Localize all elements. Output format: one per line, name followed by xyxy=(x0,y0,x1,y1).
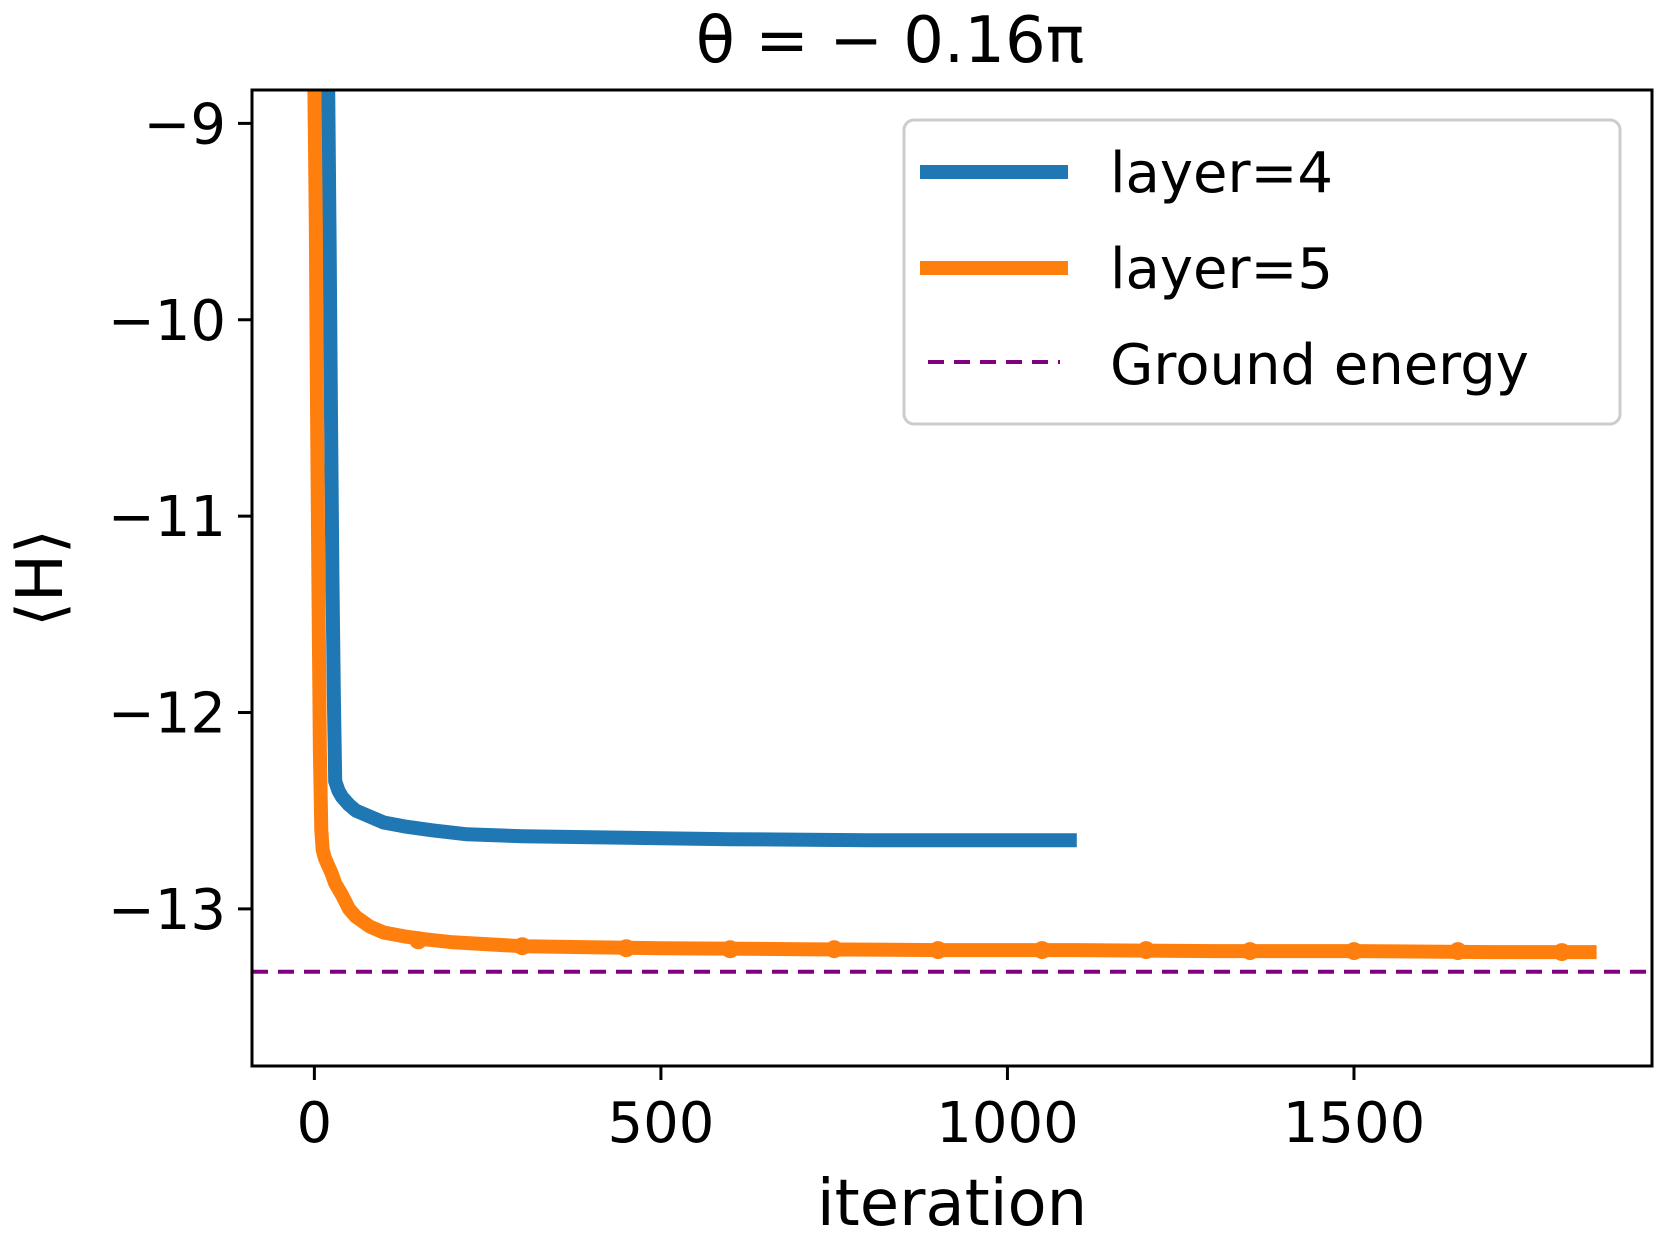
legend: layer=4 layer=5 Ground energy xyxy=(902,118,1622,426)
axis-ticks: 0 500 1000 1500 −9 −10 −11 −12 −13 xyxy=(108,92,1425,1156)
x-tick-label: 0 xyxy=(297,1091,333,1156)
legend-label-layer-4: layer=4 xyxy=(1110,141,1333,206)
y-tick-label: −9 xyxy=(143,92,226,157)
series-marker xyxy=(1552,943,1571,962)
series-marker xyxy=(409,931,428,950)
axes-frame xyxy=(250,88,1654,1068)
series-marker xyxy=(1137,941,1156,960)
series-marker xyxy=(1448,942,1467,961)
legend-box xyxy=(902,118,1622,426)
series-marker xyxy=(1241,942,1259,961)
y-tick-label: −10 xyxy=(108,289,226,354)
series-marker xyxy=(721,940,740,959)
y-axis-label: ⟨H⟩ xyxy=(4,529,78,627)
series-marker xyxy=(825,940,844,959)
legend-label-layer-5: layer=5 xyxy=(1110,237,1333,302)
plot-area xyxy=(252,90,1652,974)
series-marker xyxy=(929,941,948,960)
x-tick-label: 1000 xyxy=(936,1091,1079,1156)
legend-label-ground-energy: Ground energy xyxy=(1110,333,1529,398)
x-tick-label: 1500 xyxy=(1283,1091,1426,1156)
series-marker xyxy=(617,939,636,958)
y-tick-label: −11 xyxy=(108,485,226,550)
y-tick-label: −12 xyxy=(108,682,226,747)
x-tick-label: 500 xyxy=(607,1091,714,1156)
series-marker xyxy=(513,937,532,956)
y-tick-label: −13 xyxy=(108,878,226,943)
series-line-layer-5 xyxy=(307,90,1597,960)
x-axis-label: iteration xyxy=(817,1167,1087,1241)
series-line-layer-4 xyxy=(321,90,1077,848)
series-marker xyxy=(1033,941,1052,960)
chart-title: θ = − 0.16π xyxy=(696,4,1084,78)
series-marker xyxy=(1345,942,1363,961)
